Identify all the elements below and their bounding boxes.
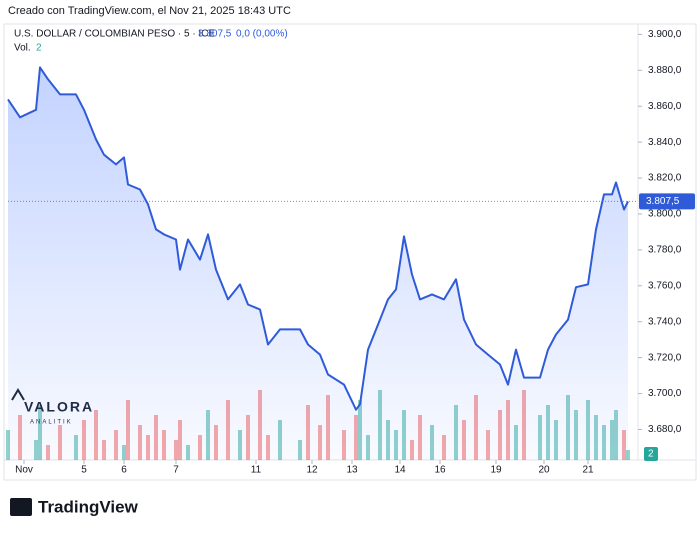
y-tick-label: 3.820,0 [648, 173, 682, 184]
created-note: Creado con TradingView.com, el Nov 21, 2… [8, 5, 291, 17]
y-tick-label: 3.680,0 [648, 424, 682, 435]
x-tick-label: 12 [306, 465, 318, 476]
volume-current: 2 [36, 43, 42, 54]
x-tick-label: 20 [538, 465, 550, 476]
volume-tag [644, 447, 658, 461]
last-price-label: 3.807,5 [646, 196, 680, 207]
y-tick-label: 3.860,0 [648, 101, 682, 112]
last-price-tag [639, 193, 695, 210]
y-tick-label: 3.720,0 [648, 352, 682, 363]
y-tick-label: 3.900,0 [648, 29, 682, 40]
watermark-sub: ANALITIK [30, 420, 73, 426]
watermark-icon [11, 388, 25, 401]
x-tick-label: Nov [15, 465, 33, 476]
y-tick-label: 3.760,0 [648, 280, 682, 291]
y-tick-label: 3.700,0 [648, 388, 682, 399]
y-tick-label: 3.740,0 [648, 316, 682, 327]
x-tick-label: 14 [394, 465, 406, 476]
x-tick-label: 11 [251, 465, 262, 476]
x-tick-label: 21 [582, 465, 594, 476]
x-tick-label: 13 [346, 465, 358, 476]
area [8, 67, 628, 461]
tv-logo [10, 498, 32, 516]
x-tick-label: 6 [121, 465, 127, 476]
y-tick-label: 3.780,0 [648, 245, 682, 256]
y-tick-label: 3.800,0 [648, 209, 682, 220]
symbol: U.S. DOLLAR / COLOMBIAN PESO · 5 · ICE [14, 29, 215, 40]
volume-tag-label: 2 [648, 449, 654, 460]
header-change: 0,0 (0,00%) [236, 29, 288, 40]
x-tick-label: 19 [490, 465, 502, 476]
header-price: 3.807,5 [198, 29, 232, 40]
volume-label: Vol. [14, 43, 31, 54]
y-tick-label: 3.880,0 [648, 65, 682, 76]
watermark: VALORA [24, 399, 94, 415]
x-tick-label: 5 [81, 465, 87, 476]
chart-frame [3, 23, 697, 481]
brand: TradingView [38, 497, 139, 516]
price-line [7, 66, 629, 411]
y-tick-label: 3.840,0 [648, 137, 682, 148]
x-tick-label: 16 [434, 465, 446, 476]
x-tick-label: 7 [173, 465, 179, 476]
